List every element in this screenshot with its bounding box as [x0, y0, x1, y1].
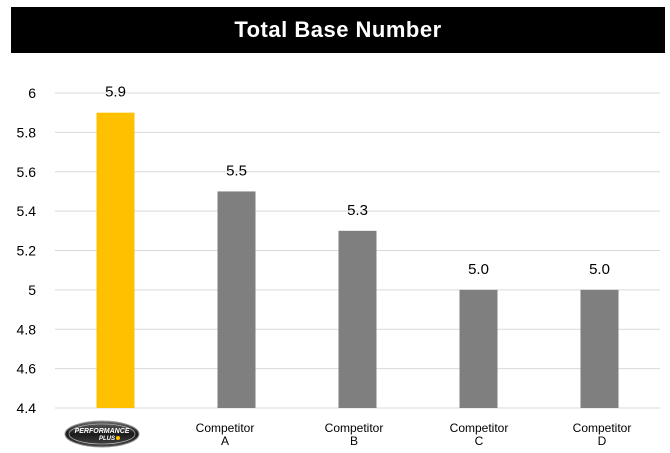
- category-label-competitor-b: Competitor B: [299, 422, 409, 448]
- category-label-line2: C: [474, 434, 484, 448]
- y-tick-label: 5.8: [17, 124, 37, 140]
- chart-title-bar: Total Base Number: [11, 7, 665, 53]
- svg-text:PLUS: PLUS: [99, 436, 115, 442]
- bar-2: [217, 191, 256, 408]
- data-label: 5.9: [105, 84, 126, 101]
- category-label-line1: Competitor: [195, 421, 255, 435]
- y-tick-label: 6: [28, 85, 36, 101]
- bar-4: [459, 289, 498, 408]
- category-label-line1: Competitor: [572, 421, 632, 435]
- y-tick-label: 5.4: [17, 203, 37, 219]
- y-tick-label: 5.6: [17, 164, 37, 180]
- category-label-competitor-d: Competitor D: [547, 422, 657, 448]
- y-tick-label: 5.2: [17, 243, 37, 259]
- category-label-line2: A: [220, 434, 229, 448]
- category-label-line1: Competitor: [324, 421, 384, 435]
- data-label: 5.5: [226, 162, 247, 179]
- category-label-competitor-a: Competitor A: [170, 422, 280, 448]
- y-tick-label: 4.4: [17, 400, 37, 416]
- y-tick-label: 4.6: [17, 361, 37, 377]
- category-label-line2: B: [349, 434, 358, 448]
- bar-3: [338, 230, 377, 408]
- category-label-competitor-c: Competitor C: [424, 422, 534, 448]
- bar-5: [580, 289, 619, 408]
- svg-text:PERFORMANCE: PERFORMANCE: [75, 428, 130, 435]
- performance-plus-logo: PERFORMANCE PLUS: [64, 420, 140, 448]
- bar-1: [96, 112, 135, 408]
- category-label-line2: D: [597, 434, 607, 448]
- y-tick-label: 4.8: [17, 321, 37, 337]
- y-tick-label: 5: [28, 282, 36, 298]
- chart-title: Total Base Number: [234, 17, 442, 42]
- data-label: 5.0: [589, 261, 610, 278]
- category-label-line1: Competitor: [449, 421, 509, 435]
- data-label: 5.0: [468, 261, 489, 278]
- data-label: 5.3: [347, 202, 368, 219]
